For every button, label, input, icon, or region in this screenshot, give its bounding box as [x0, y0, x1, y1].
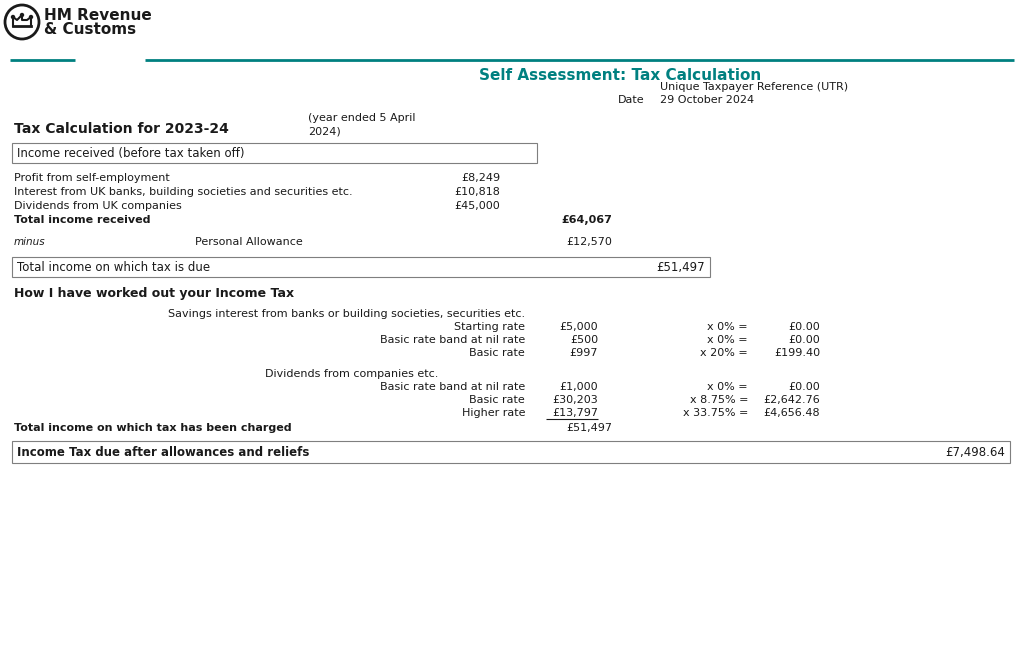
- Text: £0.00: £0.00: [788, 382, 820, 392]
- Text: Dividends from UK companies: Dividends from UK companies: [14, 201, 181, 211]
- Text: £10,818: £10,818: [454, 187, 500, 197]
- Text: 29 October 2024: 29 October 2024: [660, 95, 754, 105]
- Text: Personal Allowance: Personal Allowance: [195, 237, 303, 247]
- Text: Basic rate band at nil rate: Basic rate band at nil rate: [380, 382, 525, 392]
- Text: Total income received: Total income received: [14, 215, 151, 225]
- Text: HM Revenue: HM Revenue: [44, 8, 152, 23]
- Text: Basic rate band at nil rate: Basic rate band at nil rate: [380, 335, 525, 345]
- Text: £0.00: £0.00: [788, 322, 820, 332]
- Text: £5,000: £5,000: [559, 322, 598, 332]
- Text: £12,570: £12,570: [566, 237, 612, 247]
- Text: £199.40: £199.40: [774, 348, 820, 358]
- Text: £45,000: £45,000: [455, 201, 500, 211]
- Text: £1,000: £1,000: [559, 382, 598, 392]
- Circle shape: [11, 15, 14, 19]
- Text: Tax Calculation for 2023-24: Tax Calculation for 2023-24: [14, 122, 229, 136]
- Circle shape: [30, 15, 33, 19]
- Text: £997: £997: [569, 348, 598, 358]
- Text: Dividends from companies etc.: Dividends from companies etc.: [264, 369, 438, 379]
- Text: £2,642.76: £2,642.76: [763, 395, 820, 405]
- Text: £51,497: £51,497: [656, 261, 705, 274]
- Text: Total income on which tax has been charged: Total income on which tax has been charg…: [14, 423, 292, 433]
- Text: x 0% =: x 0% =: [708, 382, 748, 392]
- Bar: [12, 441, 1010, 463]
- Text: (year ended 5 April: (year ended 5 April: [308, 113, 416, 123]
- Text: x 33.75% =: x 33.75% =: [683, 408, 748, 418]
- Text: Date: Date: [618, 95, 645, 105]
- Text: £30,203: £30,203: [552, 395, 598, 405]
- Bar: [12, 257, 710, 277]
- Text: £4,656.48: £4,656.48: [763, 408, 820, 418]
- Text: Basic rate: Basic rate: [469, 395, 525, 405]
- Text: minus: minus: [14, 237, 46, 247]
- Text: Higher rate: Higher rate: [462, 408, 525, 418]
- Text: x 8.75% =: x 8.75% =: [689, 395, 748, 405]
- Text: x 0% =: x 0% =: [708, 335, 748, 345]
- Text: 2024): 2024): [308, 126, 341, 136]
- Text: x 0% =: x 0% =: [708, 322, 748, 332]
- Text: & Customs: & Customs: [44, 22, 136, 37]
- Text: Interest from UK banks, building societies and securities etc.: Interest from UK banks, building societi…: [14, 187, 352, 197]
- Text: £8,249: £8,249: [461, 173, 500, 183]
- Circle shape: [20, 13, 24, 17]
- Text: Self Assessment: Tax Calculation: Self Assessment: Tax Calculation: [479, 68, 761, 83]
- Text: Income received (before tax taken off): Income received (before tax taken off): [17, 147, 245, 160]
- Text: How I have worked out your Income Tax: How I have worked out your Income Tax: [14, 287, 294, 300]
- Text: Starting rate: Starting rate: [454, 322, 525, 332]
- Text: £51,497: £51,497: [566, 423, 612, 433]
- Text: £0.00: £0.00: [788, 335, 820, 345]
- Text: x 20% =: x 20% =: [700, 348, 748, 358]
- Text: Income Tax due after allowances and reliefs: Income Tax due after allowances and reli…: [17, 446, 309, 459]
- Text: £500: £500: [570, 335, 598, 345]
- Text: Basic rate: Basic rate: [469, 348, 525, 358]
- Text: Total income on which tax is due: Total income on which tax is due: [17, 261, 210, 274]
- Bar: [12, 143, 537, 163]
- Text: £7,498.64: £7,498.64: [945, 446, 1005, 459]
- Text: Unique Taxpayer Reference (UTR): Unique Taxpayer Reference (UTR): [660, 82, 848, 92]
- Text: £64,067: £64,067: [561, 215, 612, 225]
- Text: £13,797: £13,797: [552, 408, 598, 418]
- Text: Profit from self-employment: Profit from self-employment: [14, 173, 170, 183]
- Text: Savings interest from banks or building societies, securities etc.: Savings interest from banks or building …: [168, 309, 525, 319]
